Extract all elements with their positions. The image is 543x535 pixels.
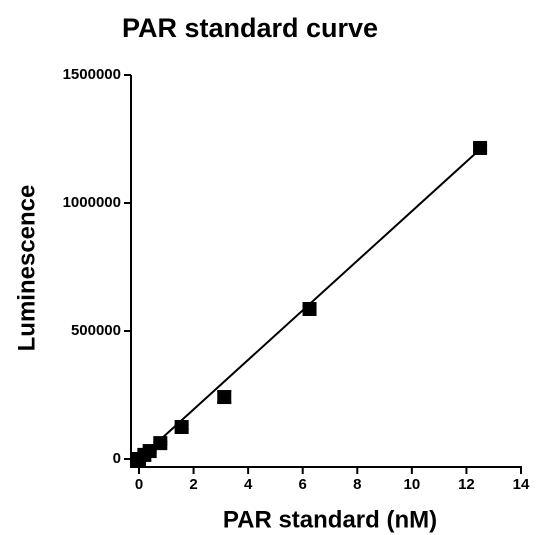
x-tick-label: 12 xyxy=(458,476,475,493)
x-axis-label: PAR standard (nM) xyxy=(223,506,437,533)
y-tick-label: 1000000 xyxy=(63,194,121,211)
x-tick-label: 4 xyxy=(244,476,253,493)
y-tick-label: 0 xyxy=(113,450,121,467)
marker xyxy=(153,436,168,451)
marker xyxy=(174,420,189,434)
x-tick-label: 0 xyxy=(135,476,143,493)
marker xyxy=(473,140,488,155)
y-axis-label: Luminescence xyxy=(13,185,40,352)
marker xyxy=(302,301,317,316)
chart-title: PAR standard curve xyxy=(122,13,378,43)
x-tick-label: 10 xyxy=(404,476,421,493)
x-tick-label: 8 xyxy=(353,476,361,493)
x-tick-label: 14 xyxy=(513,476,530,493)
marker xyxy=(217,390,232,405)
y-tick-label: 500000 xyxy=(71,322,121,339)
marker xyxy=(142,444,157,459)
x-tick-label: 6 xyxy=(299,476,307,493)
y-tick-label: 1500000 xyxy=(63,66,121,83)
x-tick-label: 2 xyxy=(189,476,197,493)
